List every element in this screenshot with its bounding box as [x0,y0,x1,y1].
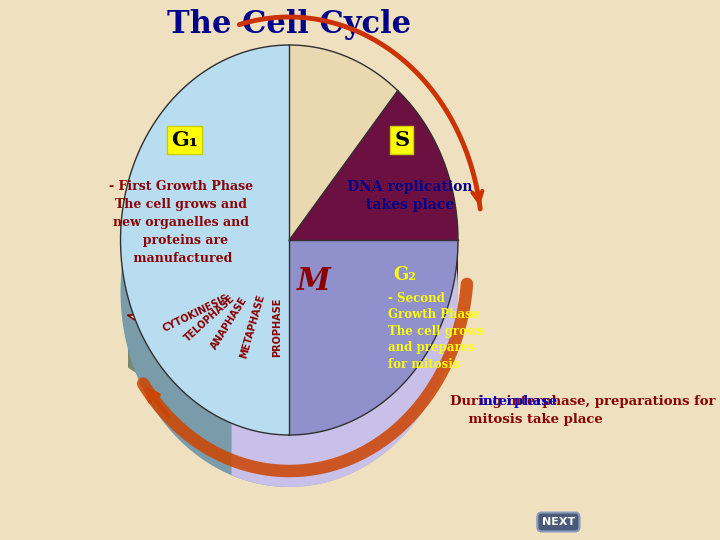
Polygon shape [176,335,213,393]
Polygon shape [213,302,277,345]
Text: The Cell Cycle: The Cell Cycle [167,10,411,40]
Text: interphase: interphase [479,395,558,408]
Polygon shape [128,302,277,326]
Polygon shape [128,315,299,397]
Polygon shape [289,240,458,487]
Polygon shape [120,45,289,435]
Text: G₂: G₂ [394,266,417,284]
Text: NEXT: NEXT [541,517,575,527]
Polygon shape [289,45,397,143]
Polygon shape [232,240,458,487]
Polygon shape [120,45,289,487]
Polygon shape [289,91,397,292]
Text: During interphase, preparations for
    mitosis take place: During interphase, preparations for mito… [450,395,716,426]
Polygon shape [397,91,458,292]
Text: - First Growth Phase
The cell grows and
new organelles and
  proteins are
 manuf: - First Growth Phase The cell grows and … [109,180,253,265]
Text: DNA replication
takes place: DNA replication takes place [347,180,472,212]
Text: G₁: G₁ [171,130,198,150]
Polygon shape [128,315,148,378]
Text: ANAPHASE: ANAPHASE [209,295,249,351]
Polygon shape [289,45,397,240]
Polygon shape [289,91,458,240]
Polygon shape [176,302,277,341]
Polygon shape [148,326,176,387]
Text: TELOPHASE: TELOPHASE [183,294,237,344]
Polygon shape [148,302,277,335]
Polygon shape [213,302,277,393]
Text: METAPHASE: METAPHASE [238,293,266,359]
Text: M: M [297,267,330,298]
Polygon shape [213,341,256,396]
Polygon shape [256,345,299,397]
Text: PROPHASE: PROPHASE [272,297,282,356]
Polygon shape [256,302,277,396]
Text: CYTOKINESIS: CYTOKINESIS [161,293,230,333]
Polygon shape [128,302,277,367]
Text: - Second
Growth Phase
The cell grows
and prepares
for mitosis: - Second Growth Phase The cell grows and… [388,292,484,371]
Polygon shape [148,302,277,378]
Polygon shape [277,302,299,396]
Polygon shape [289,240,458,435]
Polygon shape [176,302,277,387]
Text: S: S [394,130,409,150]
Polygon shape [289,240,458,292]
Polygon shape [256,302,299,345]
Polygon shape [397,91,458,292]
